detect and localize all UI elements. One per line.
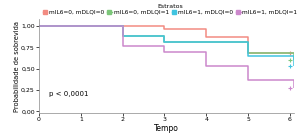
- Text: p < 0,0001: p < 0,0001: [49, 91, 89, 97]
- X-axis label: Tempo: Tempo: [154, 124, 179, 133]
- Legend: mIL6=0, mDLQI=0, mIL6=0, mDLQI=1, mIL6=1, mDLQI=0, mIL6=1, mDLQI=1: mIL6=0, mDLQI=0, mIL6=0, mDLQI=1, mIL6=1…: [42, 3, 298, 15]
- Y-axis label: Probabilidade de sobrevida: Probabilidade de sobrevida: [14, 21, 20, 112]
